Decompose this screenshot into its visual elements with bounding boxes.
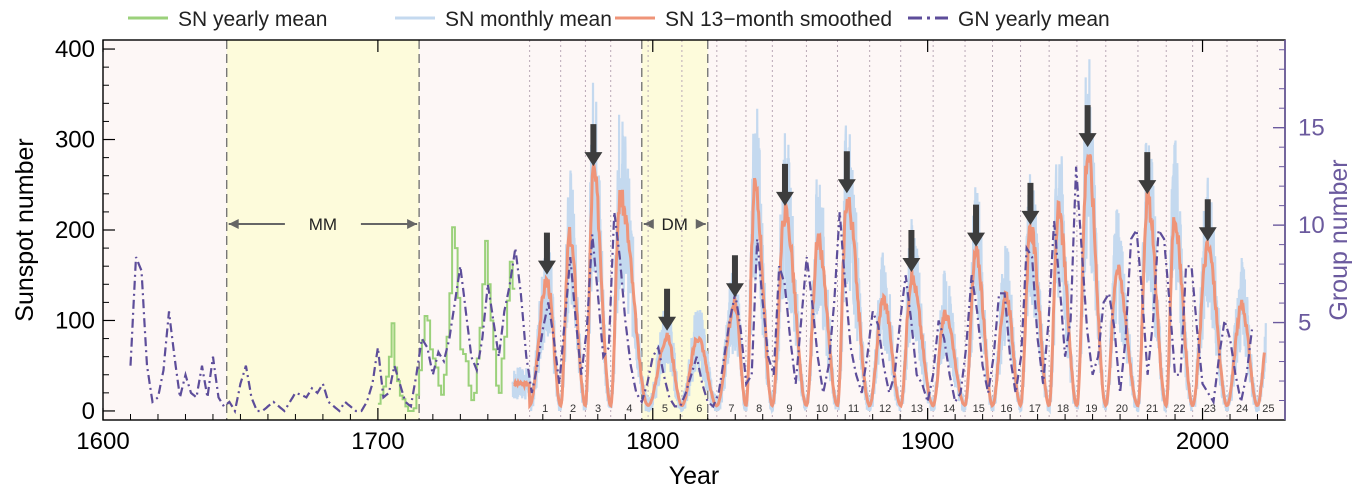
- cycle-max-arrow: [658, 288, 677, 331]
- cycle-max-arrow: [725, 255, 744, 298]
- y-right-axis-title: Group number: [1325, 159, 1353, 320]
- gn-yearly-line: [129, 166, 1254, 415]
- sn-yearly-line: [377, 226, 516, 412]
- cycle-label-25: 25: [1262, 403, 1274, 415]
- cycle-number-labels: 1 2 3 4 5 6 7 8 9 10 11 12 13 14 15 16 17 18 19 20 21 22 23 24 2…: [542, 403, 1274, 415]
- cycle-max-arrow: [837, 151, 856, 194]
- cycle-label-1: 1: [542, 403, 548, 415]
- legend-label-sn_yearly: SN yearly mean: [178, 8, 327, 31]
- cycle-label-6: 6: [696, 403, 702, 415]
- cycle-label-15: 15: [973, 403, 985, 415]
- cycle-label-10: 10: [816, 403, 828, 415]
- x-tick-label: 1700: [351, 428, 404, 455]
- cycle-label-8: 8: [756, 403, 762, 415]
- x-tick-label: 2000: [1176, 428, 1229, 455]
- gn-yearly-series: [129, 166, 1254, 415]
- sn-smoothed-line: [513, 153, 1266, 410]
- cycle-label-24: 24: [1236, 403, 1248, 415]
- cycle-label-4: 4: [626, 403, 632, 415]
- x-tick-label: 1800: [626, 428, 679, 455]
- y-right-tick-label: 10: [1298, 212, 1325, 239]
- cycle-max-arrow: [1021, 182, 1040, 225]
- sn-yearly-series: [377, 226, 516, 412]
- cycle-label-7: 7: [728, 403, 734, 415]
- cycle-max-arrow: [584, 124, 603, 167]
- legend-label-gn_yearly: GN yearly mean: [958, 8, 1110, 31]
- cycle-max-arrow: [902, 229, 921, 272]
- y-right-tick-label: 15: [1298, 115, 1325, 142]
- period-band-mm: [226, 40, 420, 420]
- cycle-label-3: 3: [595, 403, 601, 415]
- y-right-tick-label: 5: [1298, 310, 1311, 337]
- cycle-label-5: 5: [662, 403, 668, 415]
- period-arrowhead-left: [643, 219, 654, 229]
- cycle-label-17: 17: [1029, 403, 1041, 415]
- y-tick-label: 300: [55, 127, 95, 154]
- cycle-max-arrow: [537, 232, 556, 275]
- period-arrowhead-right: [407, 219, 418, 229]
- cycle-label-14: 14: [943, 403, 955, 415]
- cycle-max-arrow: [1138, 152, 1157, 195]
- x-tick-label: 1600: [76, 428, 129, 455]
- cycle-label-19: 19: [1085, 403, 1097, 415]
- cycle-max-arrow: [1078, 105, 1097, 148]
- sn-smoothed-series: [513, 153, 1266, 410]
- legend-label-sn_monthly: SN monthly mean: [445, 8, 612, 31]
- x-tick-label: 1900: [901, 428, 954, 455]
- period-label: DM: [662, 215, 688, 234]
- cycle-label-23: 23: [1204, 403, 1216, 415]
- y-tick-label: 0: [82, 398, 95, 425]
- period-label: MM: [309, 215, 337, 234]
- cycle-label-20: 20: [1116, 403, 1128, 415]
- x-axis-title: Year: [669, 462, 720, 490]
- legend: SN yearly mean SN monthly mean SN 13−month…: [128, 8, 1110, 31]
- cycle-label-16: 16: [1000, 403, 1012, 415]
- cycle-label-2: 2: [570, 403, 576, 415]
- cycle-max-arrow: [1198, 199, 1217, 242]
- cycle-label-21: 21: [1146, 403, 1158, 415]
- cycle-max-arrow: [967, 204, 986, 247]
- y-tick-label: 400: [55, 36, 95, 63]
- cycle-label-12: 12: [879, 403, 891, 415]
- y-axis-title: Sunspot number: [11, 138, 39, 321]
- cycle-label-22: 22: [1173, 403, 1185, 415]
- period-arrowhead-right: [695, 219, 706, 229]
- cycle-label-9: 9: [786, 403, 792, 415]
- y-tick-label: 100: [55, 307, 95, 334]
- axes: 1600 1700 1800 1900 2000010020030040051015Ye…: [11, 36, 1353, 490]
- legend-label-sn_smoothed: SN 13−month smoothed: [665, 8, 892, 31]
- cycle-label-13: 13: [911, 403, 923, 415]
- period-arrowhead-left: [228, 219, 239, 229]
- cycle-max-arrows: [537, 105, 1217, 331]
- cycle-label-11: 11: [848, 403, 859, 415]
- cycle-max-arrow: [775, 163, 794, 206]
- cycle-boundary-lines: [529, 40, 1258, 420]
- cycle-label-18: 18: [1057, 403, 1069, 415]
- y-tick-label: 200: [55, 217, 95, 244]
